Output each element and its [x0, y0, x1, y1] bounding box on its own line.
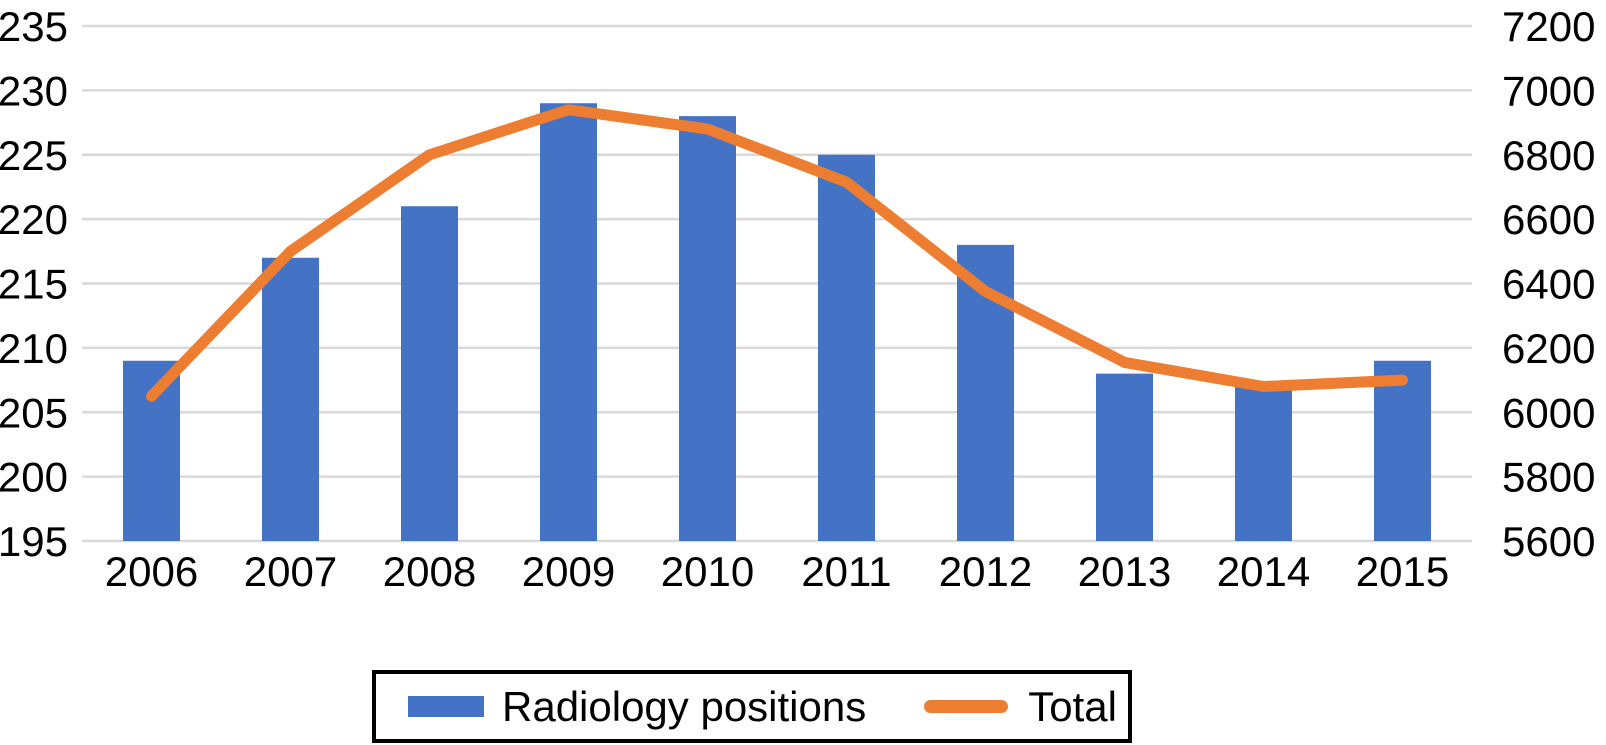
right-axis-tick-label: 5800 — [1502, 454, 1595, 501]
x-axis-label-2013: 2013 — [1078, 548, 1171, 595]
total-line — [146, 104, 1408, 402]
bar-2010 — [679, 116, 736, 541]
chart-legend: Radiology positions Total — [372, 670, 1132, 743]
x-axis-label-2014: 2014 — [1217, 548, 1310, 595]
x-axis-label-2009: 2009 — [522, 548, 615, 595]
x-axis-label-2006: 2006 — [105, 548, 198, 595]
left-axis-tick-label: 215 — [0, 261, 68, 308]
legend-label-radiology-positions: Radiology positions — [502, 682, 867, 730]
right-axis-tick-label: 6200 — [1502, 325, 1595, 372]
right-axis-tick-label: 7200 — [1502, 3, 1595, 50]
x-axis-label-2015: 2015 — [1356, 548, 1449, 595]
x-axis-label-2010: 2010 — [661, 548, 754, 595]
left-axis-tick-label: 230 — [0, 67, 68, 114]
legend-swatch-radiology-positions — [408, 696, 484, 717]
left-axis-tick-label: 210 — [0, 325, 68, 372]
bar-2015 — [1374, 360, 1431, 541]
x-axis-label-2012: 2012 — [939, 548, 1032, 595]
bar-2008 — [401, 206, 458, 541]
bar-2007 — [262, 257, 319, 541]
right-axis-tick-label: 6000 — [1502, 389, 1595, 436]
left-axis-tick-label: 205 — [0, 389, 68, 436]
bar-2014 — [1235, 386, 1292, 541]
bar-2006 — [123, 360, 180, 541]
legend-label-total: Total — [1028, 682, 1117, 730]
left-axis-tick-label: 235 — [0, 3, 68, 50]
x-axis-label-2007: 2007 — [244, 548, 337, 595]
right-axis-tick-label: 7000 — [1502, 67, 1595, 114]
left-axis-tick-label: 225 — [0, 132, 68, 179]
left-axis-tick-label: 220 — [0, 196, 68, 243]
right-axis-tick-label: 6600 — [1502, 196, 1595, 243]
right-axis-tick-label: 6400 — [1502, 261, 1595, 308]
bar-2011 — [818, 154, 875, 541]
x-axis-label-2011: 2011 — [801, 548, 891, 595]
bar-2009 — [540, 103, 597, 541]
x-axis-label-2008: 2008 — [383, 548, 476, 595]
bar-2013 — [1096, 373, 1153, 541]
right-axis-tick-label: 5600 — [1502, 518, 1595, 565]
legend-swatch-total — [924, 700, 1009, 713]
left-axis-tick-label: 195 — [0, 518, 68, 565]
left-axis-tick-label: 200 — [0, 454, 68, 501]
right-axis-tick-label: 6800 — [1502, 132, 1595, 179]
